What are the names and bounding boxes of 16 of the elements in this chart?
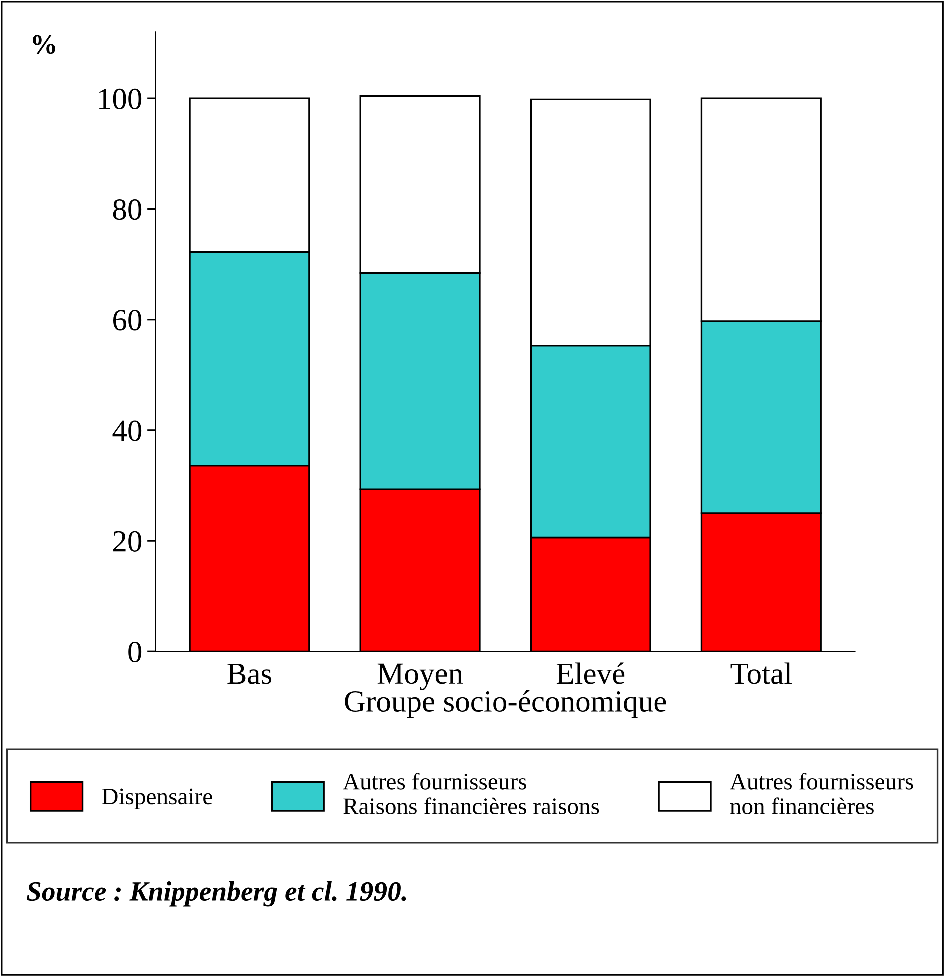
x-tick-label: Elevé (556, 662, 625, 684)
y-tick-label: 80 (113, 200, 142, 220)
y-tick-label: 20 (114, 531, 142, 552)
x-tick-label: Bas (228, 664, 272, 684)
x-tick-label: Total (730, 662, 792, 684)
y-tick-label: 40 (112, 420, 142, 442)
x-axis-title: Groupe socio-économique (345, 690, 666, 718)
source-note: Source : Knippenberg et cl. 1990. (26, 882, 406, 907)
legend-label: Dispensaire (102, 788, 212, 810)
x-tick-label: Moyen (378, 664, 464, 690)
legend-label: Autres fournisseurs non financières (730, 772, 914, 815)
y-tick-label: 100 (100, 88, 142, 110)
y-tick-label: 0 (128, 642, 142, 663)
legend-label: Autres fournisseurs Raisons financières raisons (343, 772, 600, 815)
y-tick-label: 60 (113, 310, 142, 331)
y-axis-title: % (33, 35, 56, 54)
